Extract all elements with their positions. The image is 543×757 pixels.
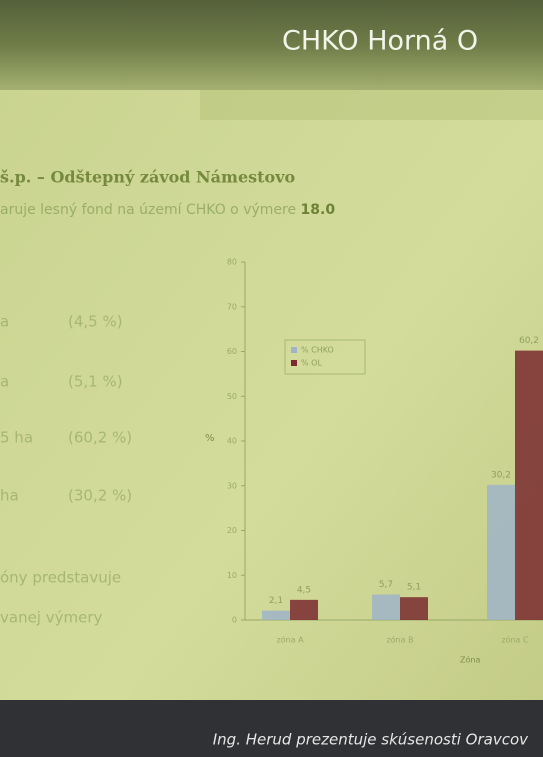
y-tick-label: 20: [227, 526, 237, 535]
closing-line: vanej výmery: [0, 609, 103, 627]
y-tick-label: 80: [227, 258, 237, 267]
value-label: 5,1: [407, 583, 421, 593]
bar: [290, 600, 318, 620]
y-tick-label: 60: [227, 347, 237, 356]
bar: [262, 611, 290, 620]
legend-swatch: [291, 360, 297, 366]
heading: š.p. – Odštepný závod Námestovo: [0, 168, 296, 187]
row-percent: (30,2 %): [68, 487, 132, 505]
y-tick-label: 30: [227, 481, 237, 490]
value-label: 2,1: [269, 596, 283, 606]
bar: [372, 594, 400, 620]
bar: [487, 485, 515, 620]
value-label: 4,5: [297, 585, 311, 595]
page: CHKO Horná O š.p. – Odštepný závod Námes…: [0, 0, 543, 757]
value-label: 30,2: [491, 470, 511, 480]
intro-bold: 18.0: [301, 202, 336, 218]
subtitle-band: [200, 90, 543, 120]
intro-text: aruje lesný fond na území CHKO o výmere: [0, 202, 296, 218]
y-axis-label: %: [205, 433, 215, 444]
row-percent: (4,5 %): [68, 313, 123, 331]
legend-label: % OL: [301, 359, 322, 368]
x-tick-label: zóna A: [276, 635, 304, 645]
y-tick-label: 70: [227, 302, 237, 311]
y-tick-label: 50: [227, 392, 237, 401]
x-tick-label: zóna B: [386, 635, 413, 645]
row-percent: (60,2 %): [68, 429, 132, 447]
banner-title: CHKO Horná O: [282, 26, 478, 57]
row-label: a: [0, 313, 9, 331]
caption: Ing. Herud prezentuje skúsenosti Oravcov: [213, 731, 529, 749]
row-label: 5 ha: [0, 429, 33, 447]
y-tick-label: 10: [227, 571, 237, 580]
bar: [400, 597, 428, 620]
value-label: 60,2: [519, 336, 539, 346]
row-percent: (5,1 %): [68, 373, 123, 391]
y-tick-label: 40: [227, 437, 237, 446]
y-tick-label: 0: [232, 616, 237, 625]
intro: aruje lesný fond na území CHKO o výmere …: [0, 202, 335, 218]
x-axis-label: Zóna: [460, 655, 480, 665]
bar: [515, 351, 543, 620]
closing-line: óny predstavuje: [0, 569, 121, 587]
value-label: 5,7: [379, 580, 393, 590]
legend-swatch: [291, 347, 297, 353]
photo: CHKO Horná O š.p. – Odštepný závod Námes…: [0, 0, 543, 757]
legend-label: % CHKO: [301, 346, 334, 355]
row-label: ha: [0, 487, 19, 505]
row-label: a: [0, 373, 9, 391]
x-tick-label: zóna C: [501, 635, 529, 645]
